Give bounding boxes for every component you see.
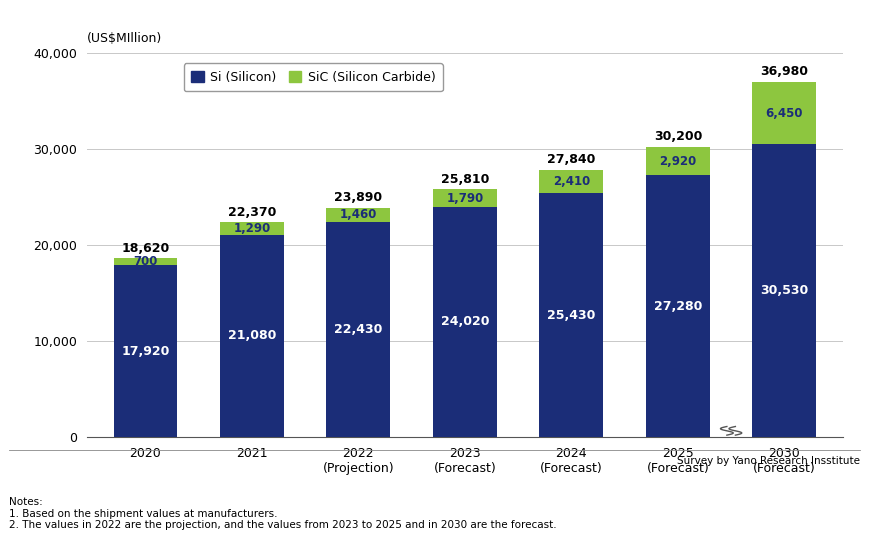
Text: 21,080: 21,080 [228,329,276,342]
Bar [646,147,710,175]
Text: 23,890: 23,890 [335,191,382,204]
Text: 30,530: 30,530 [760,284,808,297]
Bar [220,222,284,235]
Text: 25,430: 25,430 [547,309,595,321]
Bar [540,170,603,193]
Text: 700: 700 [133,255,157,268]
Text: 6,450: 6,450 [766,107,803,120]
Text: 24,020: 24,020 [441,316,489,328]
Text: 27,280: 27,280 [653,300,702,313]
Text: 36,980: 36,980 [760,66,808,78]
Text: 22,370: 22,370 [228,206,276,219]
Text: 25,810: 25,810 [441,173,489,185]
Text: 2,410: 2,410 [553,175,590,188]
Text: 30,200: 30,200 [653,131,702,143]
Bar [433,189,497,207]
Bar [753,144,816,437]
Bar [327,208,390,222]
Bar [114,265,177,437]
Text: 1,790: 1,790 [447,191,483,205]
Text: 17,920: 17,920 [122,345,169,358]
Text: 1,290: 1,290 [233,222,270,235]
Bar [114,259,177,265]
Text: 2,920: 2,920 [660,155,697,168]
Bar [433,207,497,437]
Legend: Si (Silicon), SiC (Silicon Carbide): Si (Silicon), SiC (Silicon Carbide) [184,63,443,91]
Text: Survey by Yano Research Insstitute: Survey by Yano Research Insstitute [677,456,860,466]
Text: 22,430: 22,430 [335,323,382,336]
Text: (US$MIllion): (US$MIllion) [87,33,163,45]
Text: Notes:
1. Based on the shipment values at manufacturers.
2. The values in 2022 a: Notes: 1. Based on the shipment values a… [9,497,556,530]
Bar [540,193,603,437]
Text: 1,460: 1,460 [340,208,377,221]
Bar [753,82,816,144]
Bar [327,222,390,437]
Bar [646,175,710,437]
Text: 27,840: 27,840 [547,153,595,166]
Bar [220,235,284,437]
Text: 18,620: 18,620 [122,241,169,255]
